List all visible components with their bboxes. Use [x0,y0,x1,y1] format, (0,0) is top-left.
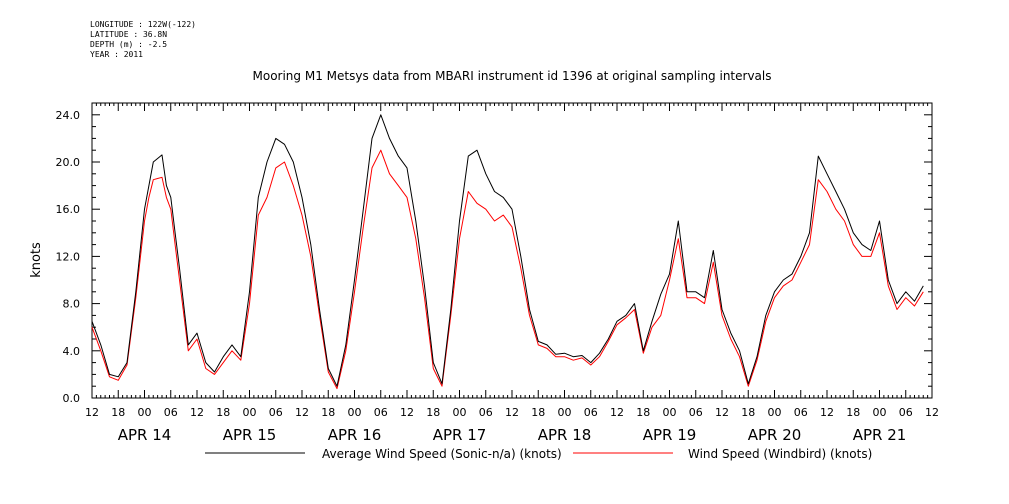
x-hour-label: 18 [846,406,860,419]
x-hour-label: 18 [426,406,440,419]
x-hour-label: 06 [269,406,283,419]
x-hour-label: 18 [321,406,335,419]
legend: Average Wind Speed (Sonic-n/a) (knots) W… [205,447,872,461]
x-hour-label: 00 [243,406,257,419]
x-hour-label: 12 [820,406,834,419]
x-axis: 12 18 00 06 12 18 00 06 12 18 00 06 12 18 00 06 12 18 00 06… [85,103,939,444]
x-date-label: APR 18 [538,426,592,444]
metadata-block: LONGITUDE : 122W(-122) LATITUDE : 36.8N … [90,20,196,60]
x-hour-label: 00 [768,406,782,419]
series-line [91,114,924,387]
series-layer [91,114,924,390]
latitude-text: LATITUDE : 36.8N [90,30,168,39]
legend-label-average: Average Wind Speed (Sonic-n/a) (knots) [322,447,562,461]
x-hour-label: 18 [531,406,545,419]
x-hour-label: 06 [689,406,703,419]
y-tick-label: 8.0 [63,298,81,311]
x-hour-label: 12 [85,406,99,419]
x-hour-label: 06 [479,406,493,419]
x-hour-label: 12 [610,406,624,419]
x-hour-label: 12 [295,406,309,419]
x-hour-label: 06 [899,406,913,419]
x-hour-label: 18 [216,406,230,419]
x-date-label: APR 20 [748,426,802,444]
x-hour-label: 00 [453,406,467,419]
x-hour-label: 06 [374,406,388,419]
x-hour-label: 12 [505,406,519,419]
x-date-label: APR 17 [433,426,487,444]
x-date-label: APR 14 [118,426,172,444]
x-hour-label: 00 [663,406,677,419]
y-tick-label: 4.0 [63,345,81,358]
y-tick-label: 24.0 [56,109,81,122]
x-hour-label: 18 [741,406,755,419]
x-hour-label: 18 [636,406,650,419]
y-tick-label: 0.0 [63,392,81,405]
legend-label-windbird: Wind Speed (Windbird) (knots) [688,447,872,461]
x-hour-label: 12 [190,406,204,419]
x-hour-label: 12 [925,406,939,419]
y-tick-label: 12.0 [56,250,81,263]
x-hour-label: 06 [584,406,598,419]
x-hour-label: 12 [715,406,729,419]
x-date-label: APR 15 [223,426,277,444]
x-date-label: APR 16 [328,426,382,444]
y-axis: 0.0 4.0 8.0 12.0 16.0 20.0 24.0 [56,102,932,405]
x-hour-label: 00 [138,406,152,419]
x-hour-label: 06 [794,406,808,419]
year-text: YEAR : 2011 [90,50,143,59]
x-hour-label: 12 [400,406,414,419]
plot-frame [91,102,933,399]
y-tick-label: 16.0 [56,203,81,216]
x-hour-label: 00 [348,406,362,419]
chart-title: Mooring M1 Metsys data from MBARI instru… [253,69,772,83]
x-hour-label: 06 [164,406,178,419]
y-tick-label: 20.0 [56,156,81,169]
x-date-label: APR 19 [643,426,697,444]
series-line [91,149,924,390]
x-hour-label: 18 [111,406,125,419]
x-date-label: APR 21 [853,426,907,444]
longitude-text: LONGITUDE : 122W(-122) [90,20,196,29]
x-hour-label: 00 [873,406,887,419]
depth-text: DEPTH (m) : -2.5 [90,40,168,49]
y-axis-label: knots [29,242,44,278]
x-hour-label: 00 [558,406,572,419]
plot-border [91,102,933,399]
